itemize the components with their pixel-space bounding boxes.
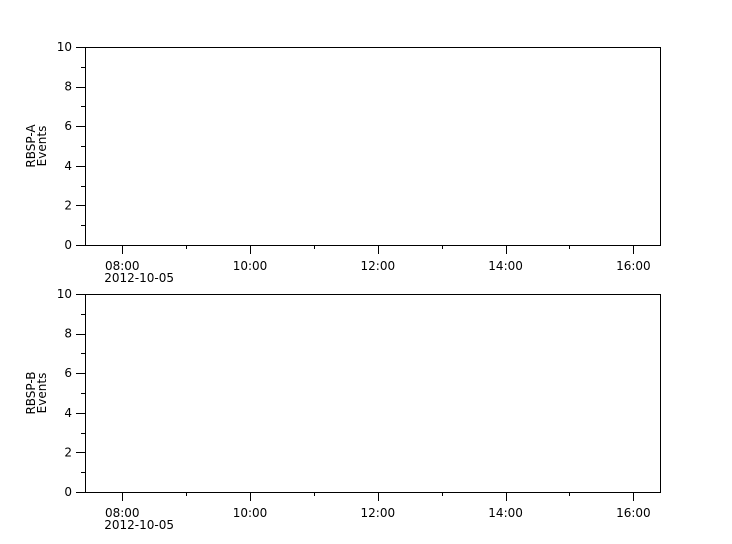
y-tick-label: 2 [64,198,72,212]
y-axis-label-line: RBSP-A [24,124,38,168]
y-tick-label: 8 [64,80,72,94]
y-axis-label: RBSP-BEvents [24,371,49,414]
x-tick-label: 08:00 [105,506,140,520]
x-tick-label: 08:00 [105,259,140,273]
y-axis-label-line: RBSP-B [24,371,38,414]
x-tick-label: 14:00 [488,506,523,520]
x-tick-label: 12:00 [361,506,396,520]
plot-frame [85,47,661,246]
x-tick-label: 16:00 [616,506,651,520]
y-tick-label: 4 [64,159,72,173]
y-tick-label: 0 [64,485,72,499]
y-tick-label: 10 [57,287,72,301]
y-tick-label: 6 [64,119,72,133]
x-tick-label: 10:00 [233,259,268,273]
y-tick-label: 8 [64,327,72,341]
y-tick-label: 4 [64,406,72,420]
y-axis-label-line: Events [35,126,49,167]
x-tick-label: 14:00 [488,259,523,273]
y-tick-label: 2 [64,445,72,459]
panel-2: 0 2 4 6 8 10 08:00 10:00 12:00 14:00 16:00 2012-10-… [24,287,661,532]
x-tick-label: 12:00 [361,259,396,273]
x-date-label: 2012-10-05 [104,271,174,285]
plot-frame [85,294,661,493]
x-tick-label: 10:00 [233,506,268,520]
y-tick-label: 6 [64,366,72,380]
panel-1: 0 2 4 6 8 10 08:00 10:00 12:00 14:00 16:00 2012-10-… [24,40,661,285]
y-tick-label: 0 [64,238,72,252]
x-tick-label: 16:00 [616,259,651,273]
y-axis-label-line: Events [35,373,49,414]
y-tick-label: 10 [57,40,72,54]
y-axis-label: RBSP-AEvents [24,124,49,168]
x-date-label: 2012-10-05 [104,518,174,532]
